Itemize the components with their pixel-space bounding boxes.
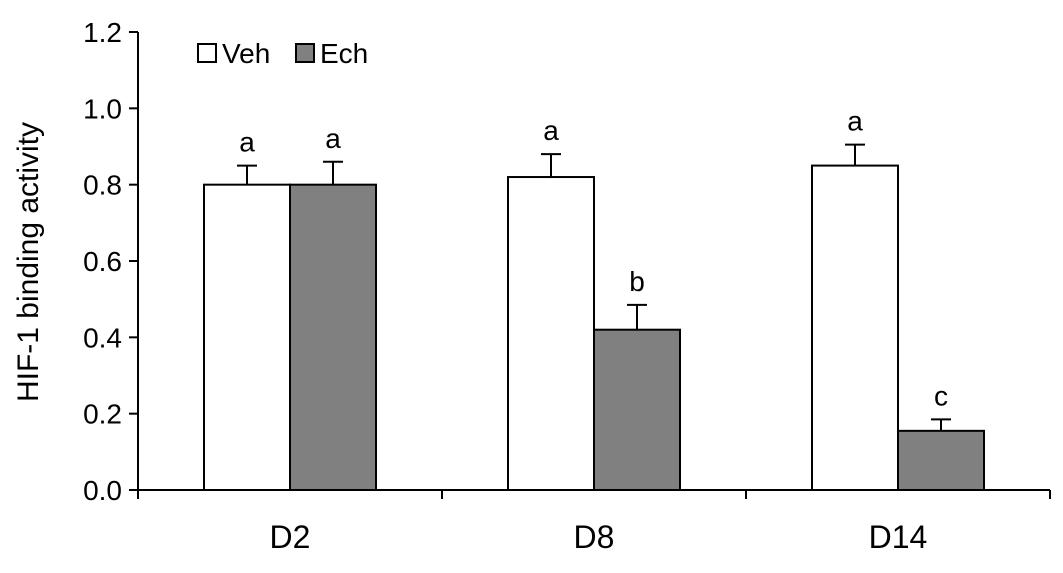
legend-label-veh: Veh	[222, 38, 270, 69]
x-tick-label: D14	[869, 519, 928, 555]
bar-veh-d14	[811, 164, 899, 491]
bars: a a a b a c	[203, 106, 985, 492]
axes: 0.0 0.2 0.4 0.6 0.8 1.0 1.2 D2 D8 D14	[83, 17, 1051, 555]
bar-ech-d8	[593, 328, 681, 492]
y-tick-label: 0.8	[83, 170, 122, 201]
bar-ech-d14	[897, 429, 985, 492]
significance-label: a	[543, 115, 559, 146]
x-tick-label: D2	[270, 519, 311, 555]
significance-label: b	[629, 266, 645, 297]
legend-swatch-veh	[197, 43, 217, 63]
significance-label: a	[325, 123, 341, 154]
y-tick-label: 0.0	[83, 475, 122, 506]
significance-label: a	[239, 127, 255, 158]
y-tick-label: 1.0	[83, 93, 122, 124]
y-tick-label: 0.4	[83, 322, 122, 353]
y-tick-label: 1.2	[83, 17, 122, 48]
significance-label: c	[934, 380, 948, 411]
significance-label: a	[847, 106, 863, 137]
y-axis-title: HIF-1 binding activity	[12, 122, 45, 402]
bar-veh-d2	[203, 183, 291, 492]
legend-label-ech: Ech	[320, 38, 368, 69]
y-tick-label: 0.2	[83, 399, 122, 430]
y-tick-label: 0.6	[83, 246, 122, 277]
bar-veh-d8	[507, 176, 595, 492]
x-tick-label: D8	[574, 519, 615, 555]
legend: Veh Ech	[197, 38, 368, 69]
bar-ech-d2	[289, 183, 377, 492]
legend-swatch-ech	[295, 43, 315, 63]
